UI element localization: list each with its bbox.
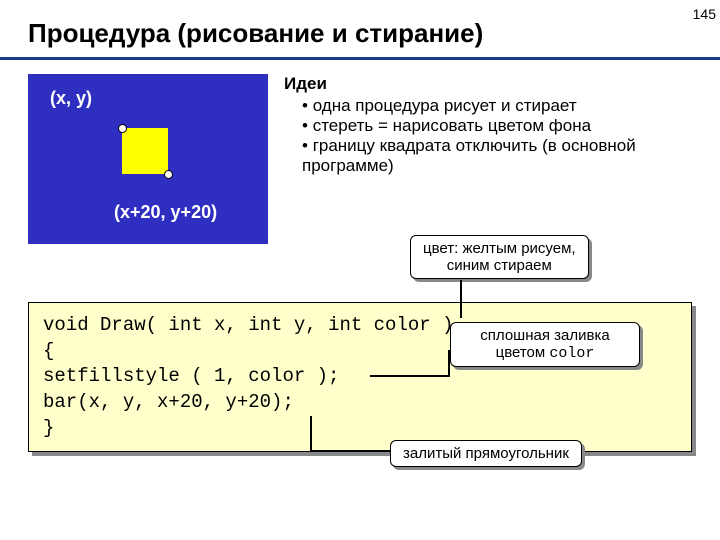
code-line: }: [43, 416, 677, 442]
dot-bottom-right: [164, 170, 173, 179]
diagram: (x, y) (x+20, y+20): [28, 74, 268, 244]
idea-item: одна процедура рисует и стирает: [302, 96, 692, 116]
callout-text: цветом: [496, 344, 550, 361]
callout-rect: залитый прямоугольник: [390, 440, 582, 467]
upper-section: (x, y) (x+20, y+20) Идеи одна процедура …: [0, 60, 720, 254]
callout-fill: сплошная заливка цветом color: [450, 322, 640, 367]
connector-line: [448, 350, 450, 376]
callout-mono: color: [549, 345, 594, 362]
page-number: 145: [693, 6, 716, 22]
coord-bottom-label: (x+20, y+20): [114, 202, 217, 223]
idea-item: границу квадрата отключить (в основной п…: [302, 136, 692, 176]
idea-item: стереть = нарисовать цветом фона: [302, 116, 692, 136]
code-line: bar(x, y, x+20, y+20);: [43, 390, 677, 416]
callout-line: сплошная заливка: [463, 327, 627, 344]
ideas-block: Идеи одна процедура рисует и стирает сте…: [284, 74, 692, 244]
code-line: setfillstyle ( 1, color );: [43, 364, 677, 390]
callout-line: цветом color: [463, 344, 627, 362]
yellow-square: [122, 128, 168, 174]
connector-line: [310, 416, 312, 450]
ideas-heading: Идеи: [284, 74, 692, 94]
connector-line: [370, 375, 450, 377]
coord-top-label: (x, y): [50, 88, 92, 109]
connector-line: [310, 450, 390, 452]
slide-title: Процедура (рисование и стирание): [0, 0, 720, 60]
callout-line: цвет: желтым рисуем,: [423, 240, 576, 257]
connector-line: [460, 280, 462, 318]
dot-top-left: [118, 124, 127, 133]
callout-color: цвет: желтым рисуем, синим стираем: [410, 235, 589, 279]
callout-line: синим стираем: [423, 257, 576, 274]
ideas-list: одна процедура рисует и стирает стереть …: [284, 96, 692, 176]
